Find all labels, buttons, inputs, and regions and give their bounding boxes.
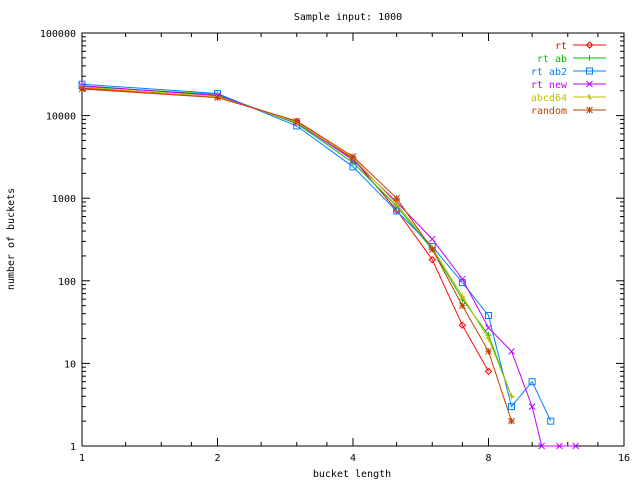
x-tick-label: 4 — [350, 453, 356, 464]
data-point — [293, 117, 301, 125]
data-point — [428, 256, 436, 264]
y-tick-label: 100 — [58, 277, 76, 288]
x-tick-label: 2 — [214, 453, 220, 464]
legend-label: rt ab — [537, 54, 567, 65]
data-point — [349, 153, 357, 160]
data-point — [508, 393, 515, 400]
data-point — [459, 293, 466, 300]
legend-marker — [586, 55, 593, 61]
series-rt — [78, 84, 493, 376]
legend-marker — [585, 41, 594, 49]
data-point — [508, 417, 515, 425]
legend-marker — [586, 80, 593, 88]
y-tick-label: 100000 — [40, 29, 76, 40]
legend: rt rt ab rt ab2 rt new abcd64 random — [531, 41, 606, 117]
legend-marker — [586, 67, 593, 75]
data-point — [393, 201, 400, 208]
data-point — [547, 417, 555, 425]
legend-label: rt new — [531, 80, 568, 91]
x-tick-label: 8 — [485, 453, 491, 464]
x-tick-label: 1 — [79, 453, 85, 464]
series-line — [81, 86, 512, 397]
series-line — [81, 86, 512, 397]
legend-marker — [586, 94, 593, 100]
series-rt-ab2 — [78, 80, 555, 425]
data-point — [485, 312, 492, 320]
data-point — [459, 302, 466, 310]
x-axis-label: bucket length — [313, 469, 391, 480]
series-random — [78, 85, 515, 425]
x-tick-label: 16 — [618, 453, 630, 464]
data-point — [393, 194, 400, 202]
data-point — [528, 403, 536, 410]
legend-label: rt — [555, 41, 567, 52]
y-tick-label: 10 — [64, 359, 76, 370]
data-point — [572, 442, 580, 450]
y-tick-label: 10000 — [46, 112, 76, 123]
data-point — [508, 347, 515, 355]
series-rt-ab — [79, 83, 515, 400]
legend-marker — [586, 106, 593, 114]
legend-label: abcd64 — [531, 93, 567, 104]
data-point — [214, 94, 221, 101]
series-line — [81, 87, 489, 372]
axes: 1 2 4 8 16 1 10 100 1000 10000 100000 — [40, 29, 630, 464]
series-rt-new — [78, 82, 580, 450]
data-point — [556, 442, 563, 450]
data-point — [485, 347, 492, 355]
y-tick-label: 1 — [70, 442, 76, 453]
series-layer — [78, 80, 580, 450]
data-point — [78, 85, 86, 93]
data-point — [428, 235, 436, 243]
data-point — [528, 378, 536, 386]
legend-label: rt ab2 — [531, 67, 567, 78]
legend-label: random — [531, 106, 567, 117]
data-point — [393, 207, 401, 215]
y-tick-label: 1000 — [52, 194, 76, 205]
y-axis-label: number of buckets — [6, 188, 17, 290]
data-point — [538, 442, 546, 450]
series-abcd64 — [79, 84, 515, 400]
data-point — [428, 246, 436, 253]
data-point — [459, 275, 466, 283]
chart-title: Sample input: 1000 — [294, 12, 402, 23]
series-line — [81, 88, 512, 422]
data-point — [485, 324, 492, 332]
data-point — [485, 335, 492, 342]
data-point — [508, 403, 516, 411]
data-point — [458, 321, 467, 329]
data-point — [484, 367, 493, 376]
data-point — [349, 163, 357, 171]
